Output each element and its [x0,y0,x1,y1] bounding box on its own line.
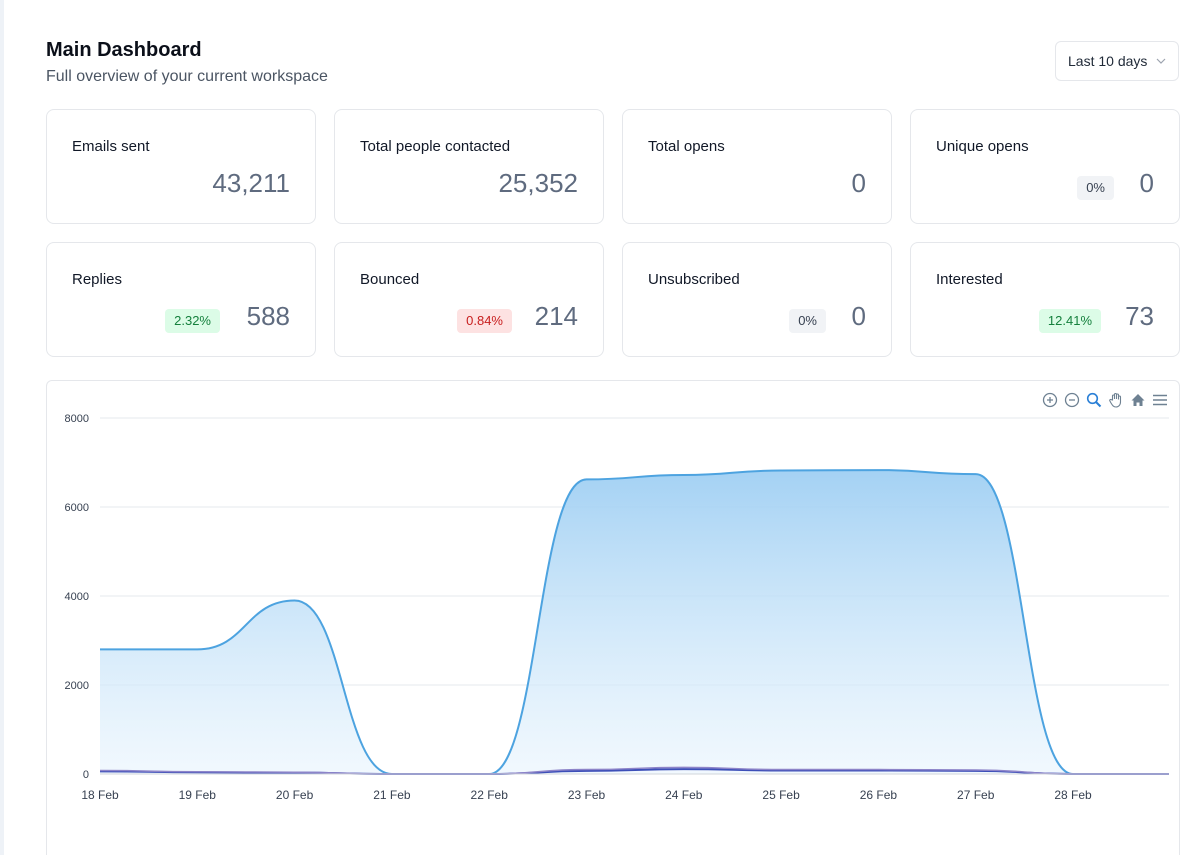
page-subtitle: Full overview of your current workspace [46,66,328,88]
page-header: Main Dashboard Full overview of your cur… [46,38,328,88]
x-tick-label: 28 Feb [1054,788,1092,802]
stat-label: Unique opens [936,138,1029,155]
x-tick-label: 22 Feb [471,788,509,802]
stat-value: 0 [852,301,866,332]
series-area-0 [100,470,1169,774]
stat-label: Total people contacted [360,138,510,155]
stat-badge: 0.84% [457,309,512,333]
stat-card-bounced: Bounced 0.84% 214 [334,242,604,357]
emails-chart-card: 0 2000 4000 6000 8000 18 Feb 19 Feb 20 Feb 21 Fe… [46,380,1180,855]
chevron-down-icon [1156,56,1166,66]
stat-label: Interested [936,271,1003,288]
stat-badge: 12.41% [1039,309,1101,333]
x-tick-label: 21 Feb [373,788,411,802]
stat-card-interested: Interested 12.41% 73 [910,242,1180,357]
area-chart: 0 2000 4000 6000 8000 18 Feb 19 Feb 20 Feb 21 Fe… [47,381,1179,856]
stat-card-emails-sent: Emails sent 43,211 [46,109,316,224]
y-tick-label: 4000 [65,591,89,603]
x-tick-label: 25 Feb [762,788,800,802]
x-tick-label: 23 Feb [568,788,606,802]
stat-value: 25,352 [498,168,578,199]
stat-value: 214 [535,301,578,332]
stat-label: Emails sent [72,138,150,155]
x-tick-label: 19 Feb [179,788,217,802]
x-tick-label: 20 Feb [276,788,314,802]
stat-value: 73 [1125,301,1154,332]
x-tick-label: 18 Feb [81,788,119,802]
stat-badge: 0% [1077,176,1114,200]
y-tick-label: 8000 [65,413,89,425]
left-edge-border [0,0,4,855]
x-tick-label: 26 Feb [860,788,898,802]
stat-card-total-people-contacted: Total people contacted 25,352 [334,109,604,224]
stat-card-unique-opens: Unique opens 0% 0 [910,109,1180,224]
stat-card-replies: Replies 2.32% 588 [46,242,316,357]
y-tick-label: 0 [83,769,89,781]
stat-value: 588 [247,301,290,332]
stat-value: 0 [1140,168,1154,199]
stat-card-total-opens: Total opens 0 [622,109,892,224]
stat-label: Replies [72,271,122,288]
stat-badge: 0% [789,309,826,333]
stat-label: Total opens [648,138,725,155]
stat-value: 43,211 [212,168,290,199]
stat-label: Unsubscribed [648,271,740,288]
y-tick-label: 2000 [65,680,89,692]
date-range-value: Last 10 days [1068,53,1147,69]
stat-label: Bounced [360,271,419,288]
page-title: Main Dashboard [46,38,328,62]
date-range-select[interactable]: Last 10 days [1055,41,1179,81]
stat-badge: 2.32% [165,309,220,333]
x-tick-label: 27 Feb [957,788,995,802]
y-tick-label: 6000 [65,502,89,514]
stat-value: 0 [852,168,866,199]
stat-card-unsubscribed: Unsubscribed 0% 0 [622,242,892,357]
x-tick-label: 24 Feb [665,788,703,802]
